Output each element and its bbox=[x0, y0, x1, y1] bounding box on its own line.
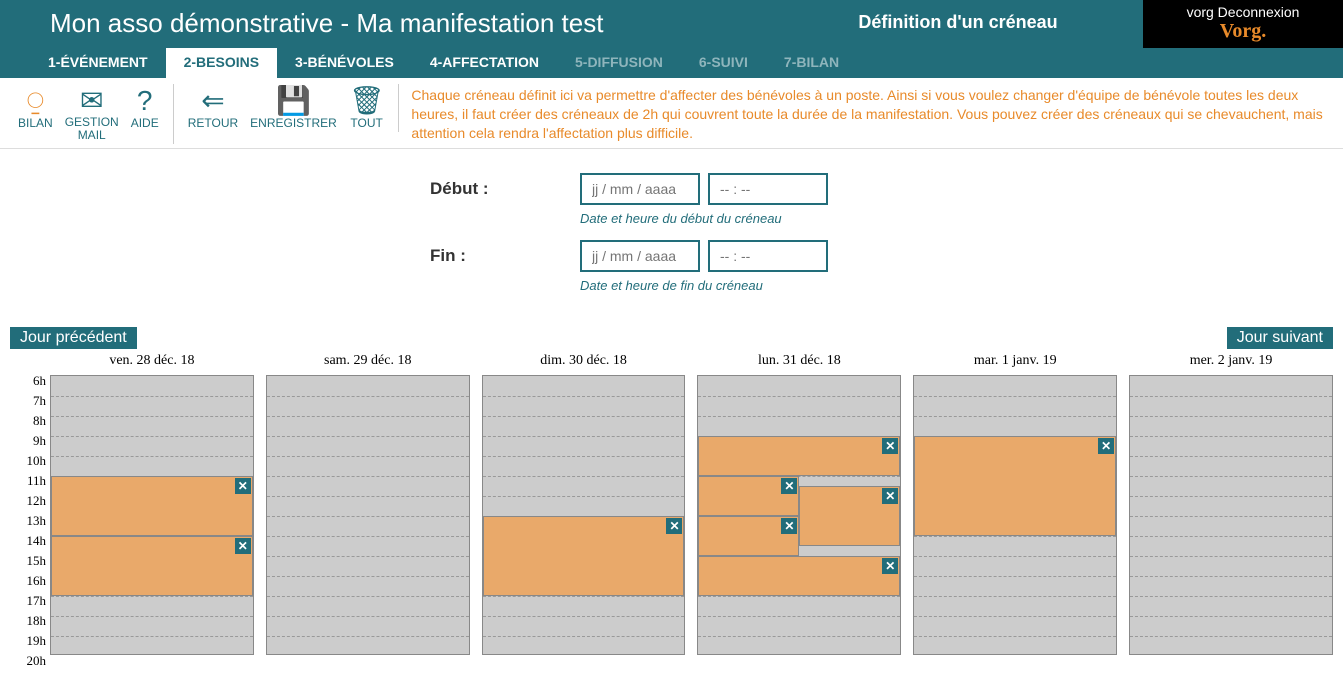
tab-6-suivi: 6-SUIVI bbox=[681, 48, 766, 78]
debut-hint: Date et heure du début du créneau bbox=[580, 211, 1343, 226]
brand-logo: Vorg. bbox=[1159, 20, 1327, 43]
hours-column: 6h7h8h9h10h11h12h13h14h15h16h17h18h19h20… bbox=[10, 353, 50, 675]
close-icon[interactable]: ✕ bbox=[882, 438, 898, 454]
trash-icon: 🗑 bbox=[349, 86, 385, 116]
hour-label: 11h bbox=[10, 475, 50, 495]
day-header: lun. 31 déc. 18 bbox=[697, 353, 901, 375]
day-header: ven. 28 déc. 18 bbox=[50, 353, 254, 375]
hour-label: 9h bbox=[10, 435, 50, 455]
fin-time-input[interactable] bbox=[708, 240, 828, 272]
close-icon[interactable]: ✕ bbox=[781, 518, 797, 534]
hour-label: 12h bbox=[10, 495, 50, 515]
hour-label: 13h bbox=[10, 515, 50, 535]
hour-label: 20h bbox=[10, 655, 50, 675]
page-title: Mon asso démonstrative - Ma manifestatio… bbox=[0, 0, 803, 39]
debut-date-input[interactable] bbox=[580, 173, 700, 205]
back-arrow-icon: ⇐ bbox=[188, 86, 238, 116]
fin-hint: Date et heure de fin du créneau bbox=[580, 278, 1343, 293]
toolbar: ⍜ BILAN ✉ GESTION MAIL ? AIDE ⇐ RETOUR 💾… bbox=[0, 78, 1343, 149]
retour-button[interactable]: ⇐ RETOUR bbox=[182, 84, 244, 132]
day-column: mar. 1 janv. 19 ✕ bbox=[913, 353, 1117, 675]
time-slot[interactable]: ✕ bbox=[51, 536, 253, 596]
close-icon[interactable]: ✕ bbox=[882, 558, 898, 574]
aide-button[interactable]: ? AIDE bbox=[125, 84, 165, 144]
time-slot[interactable]: ✕ bbox=[698, 516, 799, 556]
day-column: dim. 30 déc. 18 ✕ bbox=[482, 353, 686, 675]
tab-2-besoins[interactable]: 2-BESOINS bbox=[166, 48, 277, 78]
hour-label: 8h bbox=[10, 415, 50, 435]
day-header: mar. 1 janv. 19 bbox=[913, 353, 1117, 375]
day-grid[interactable]: ✕ bbox=[482, 375, 686, 655]
tab-1-v-nement[interactable]: 1-ÉVÉNEMENT bbox=[30, 48, 166, 78]
debut-label: Début : bbox=[0, 179, 580, 199]
time-slot[interactable]: ✕ bbox=[483, 516, 685, 596]
tab-4-affectation[interactable]: 4-AFFECTATION bbox=[412, 48, 557, 78]
enregistrer-button[interactable]: 💾 ENREGISTRER bbox=[244, 84, 343, 132]
close-icon[interactable]: ✕ bbox=[235, 538, 251, 554]
help-icon: ? bbox=[131, 86, 159, 116]
hour-label: 7h bbox=[10, 395, 50, 415]
day-header: sam. 29 déc. 18 bbox=[266, 353, 470, 375]
close-icon[interactable]: ✕ bbox=[781, 478, 797, 494]
day-header: mer. 2 janv. 19 bbox=[1129, 353, 1333, 375]
close-icon[interactable]: ✕ bbox=[1098, 438, 1114, 454]
time-slot[interactable]: ✕ bbox=[914, 436, 1116, 536]
time-slot[interactable]: ✕ bbox=[51, 476, 253, 536]
day-grid[interactable] bbox=[266, 375, 470, 655]
day-grid[interactable] bbox=[1129, 375, 1333, 655]
main-tabs: 1-ÉVÉNEMENT2-BESOINS3-BÉNÉVOLES4-AFFECTA… bbox=[0, 48, 1343, 78]
close-icon[interactable]: ✕ bbox=[882, 488, 898, 504]
day-column: ven. 28 déc. 18✕✕ bbox=[50, 353, 254, 675]
hour-label: 19h bbox=[10, 635, 50, 655]
day-grid[interactable]: ✕✕ bbox=[50, 375, 254, 655]
time-slot[interactable]: ✕ bbox=[698, 436, 900, 476]
user-logout-link[interactable]: vorg Deconnexion bbox=[1159, 4, 1327, 20]
page-subtitle: Définition d'un créneau bbox=[803, 0, 1143, 33]
tag-icon: ⍜ bbox=[18, 86, 53, 116]
hour-label: 6h bbox=[10, 375, 50, 395]
close-icon[interactable]: ✕ bbox=[666, 518, 682, 534]
close-icon[interactable]: ✕ bbox=[235, 478, 251, 494]
tab-5-diffusion: 5-DIFFUSION bbox=[557, 48, 681, 78]
calendar-nav: Jour précédent Jour suivant bbox=[0, 327, 1343, 349]
gestion-mail-button[interactable]: ✉ GESTION MAIL bbox=[59, 84, 125, 144]
bilan-button[interactable]: ⍜ BILAN bbox=[12, 84, 59, 144]
day-column: sam. 29 déc. 18 bbox=[266, 353, 470, 675]
time-slot[interactable]: ✕ bbox=[698, 556, 900, 596]
app-header: Mon asso démonstrative - Ma manifestatio… bbox=[0, 0, 1343, 48]
time-slot[interactable]: ✕ bbox=[698, 476, 799, 516]
slot-form: Début : Date et heure du début du crénea… bbox=[0, 149, 1343, 327]
tout-button[interactable]: 🗑 TOUT bbox=[343, 84, 391, 132]
mail-icon: ✉ bbox=[65, 86, 119, 116]
hour-label: 14h bbox=[10, 535, 50, 555]
day-grid[interactable]: ✕ ✕ ✕ ✕ ✕ bbox=[697, 375, 901, 655]
hour-label: 16h bbox=[10, 575, 50, 595]
day-column: lun. 31 déc. 18 ✕ ✕ ✕ ✕ ✕ bbox=[697, 353, 901, 675]
debut-time-input[interactable] bbox=[708, 173, 828, 205]
hour-label: 10h bbox=[10, 455, 50, 475]
tab-3-b-n-voles[interactable]: 3-BÉNÉVOLES bbox=[277, 48, 412, 78]
day-header: dim. 30 déc. 18 bbox=[482, 353, 686, 375]
time-slot[interactable]: ✕ bbox=[799, 486, 900, 546]
calendar-grid: 6h7h8h9h10h11h12h13h14h15h16h17h18h19h20… bbox=[0, 353, 1343, 675]
help-text: Chaque créneau définit ici va permettre … bbox=[407, 84, 1333, 143]
fin-label: Fin : bbox=[0, 246, 580, 266]
hour-label: 17h bbox=[10, 595, 50, 615]
day-grid[interactable]: ✕ bbox=[913, 375, 1117, 655]
next-day-button[interactable]: Jour suivant bbox=[1227, 327, 1333, 349]
user-panel[interactable]: vorg Deconnexion Vorg. bbox=[1143, 0, 1343, 48]
fin-date-input[interactable] bbox=[580, 240, 700, 272]
hour-label: 18h bbox=[10, 615, 50, 635]
tab-7-bilan: 7-BILAN bbox=[766, 48, 857, 78]
hour-label: 15h bbox=[10, 555, 50, 575]
prev-day-button[interactable]: Jour précédent bbox=[10, 327, 137, 349]
save-icon: 💾 bbox=[250, 86, 337, 116]
day-column: mer. 2 janv. 19 bbox=[1129, 353, 1333, 675]
